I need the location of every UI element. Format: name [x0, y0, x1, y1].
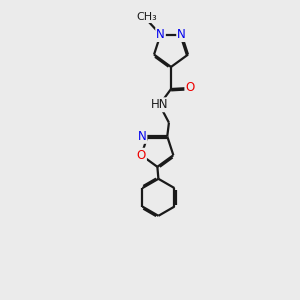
Text: N: N — [177, 28, 186, 41]
Text: N: N — [156, 28, 165, 41]
Text: O: O — [137, 149, 146, 162]
Text: N: N — [138, 130, 146, 143]
Text: HN: HN — [151, 98, 168, 111]
Text: O: O — [185, 82, 195, 94]
Text: CH₃: CH₃ — [136, 12, 157, 22]
